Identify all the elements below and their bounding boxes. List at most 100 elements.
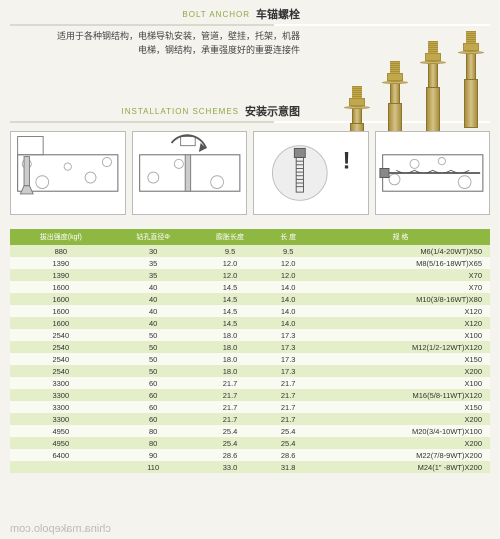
table-cell: X200 xyxy=(311,413,490,425)
table-cell: 1600 xyxy=(10,281,112,293)
table-row: 25405018.017.3X100 xyxy=(10,329,490,341)
table-cell: 1600 xyxy=(10,293,112,305)
table-cell: 2540 xyxy=(10,365,112,377)
bolt-thread-icon xyxy=(466,31,476,43)
table-cell: 21.7 xyxy=(195,377,266,389)
table-cell: X70 xyxy=(311,269,490,281)
bolt-shaft-icon xyxy=(428,64,438,87)
table-body: 880309.59.5M6(1/4-20WT)X5013903512.012.0… xyxy=(10,245,490,473)
table-cell: M10(3/8-16WT)X80 xyxy=(311,293,490,305)
table-cell: X150 xyxy=(311,401,490,413)
table-cell: 21.7 xyxy=(195,389,266,401)
bolt-thread-icon xyxy=(390,61,400,73)
table-cell: 9.5 xyxy=(265,245,311,257)
table-cell: 40 xyxy=(112,281,195,293)
table-cell: 31.8 xyxy=(265,461,311,473)
table-cell: 25.4 xyxy=(265,425,311,437)
table-cell xyxy=(10,461,112,473)
diagram-3: ! xyxy=(253,131,369,215)
table-row: 25405018.017.3X200 xyxy=(10,365,490,377)
table-cell: 80 xyxy=(112,437,195,449)
desc-line1: 适用于各种钢结构，电梯导轨安装，管道，壁挂，托架，机器 xyxy=(10,30,300,44)
table-cell: 4950 xyxy=(10,437,112,449)
bolt-sleeve-icon xyxy=(426,87,440,133)
table-cell: 40 xyxy=(112,305,195,317)
table-cell: 17.3 xyxy=(265,329,311,341)
table-cell: 1390 xyxy=(10,257,112,269)
table-cell: 17.3 xyxy=(265,353,311,365)
table-cell: M16(5/8-11WT)X120 xyxy=(311,389,490,401)
table-cell: 21.7 xyxy=(195,413,266,425)
table-cell: 3300 xyxy=(10,389,112,401)
bolt-thread-icon xyxy=(352,86,362,98)
table-cell: 110 xyxy=(112,461,195,473)
table-cell: X120 xyxy=(311,317,490,329)
table-cell: 14.0 xyxy=(265,317,311,329)
table-cell: 25.4 xyxy=(195,437,266,449)
table-header-cell: 长 度 xyxy=(265,229,311,245)
table-cell: X70 xyxy=(311,281,490,293)
table-cell: 14.5 xyxy=(195,293,266,305)
table-cell: 50 xyxy=(112,353,195,365)
bolt-nut-icon xyxy=(349,98,365,106)
table-cell: 80 xyxy=(112,425,195,437)
diagram-2 xyxy=(132,131,248,215)
table-cell: 35 xyxy=(112,257,195,269)
table-cell: 33.0 xyxy=(195,461,266,473)
table-cell: 9.5 xyxy=(195,245,266,257)
table-cell: 12.0 xyxy=(265,269,311,281)
bolt-nut-icon xyxy=(463,43,479,51)
table-cell: 21.7 xyxy=(265,377,311,389)
bolt-sleeve-icon xyxy=(464,79,478,128)
table-cell: 14.5 xyxy=(195,305,266,317)
table-cell: 12.0 xyxy=(195,269,266,281)
table-row: 16004014.514.0X120 xyxy=(10,305,490,317)
table-row: 16004014.514.0M10(3/8-16WT)X80 xyxy=(10,293,490,305)
table-cell: 30 xyxy=(112,245,195,257)
table-cell: 60 xyxy=(112,389,195,401)
table-cell: X120 xyxy=(311,305,490,317)
diagram-4 xyxy=(375,131,491,215)
table-cell: 18.0 xyxy=(195,353,266,365)
table-row: 33006021.721.7X100 xyxy=(10,377,490,389)
table-cell: 60 xyxy=(112,401,195,413)
section1-en-label: BOLT ANCHOR xyxy=(182,10,250,19)
table-cell: 14.0 xyxy=(265,293,311,305)
table-cell: 3300 xyxy=(10,377,112,389)
table-row: 33006021.721.7X150 xyxy=(10,401,490,413)
diagram-1 xyxy=(10,131,126,215)
table-header-cell: 钻孔直径Φ xyxy=(112,229,195,245)
table-row: 16004014.514.0X120 xyxy=(10,317,490,329)
table-cell: X100 xyxy=(311,377,490,389)
table-cell: 14.0 xyxy=(265,281,311,293)
table-cell: 1600 xyxy=(10,317,112,329)
section1-cn-label: 车锚螺栓 xyxy=(256,6,300,22)
table-cell: M6(1/4-20WT)X50 xyxy=(311,245,490,257)
table-cell: 880 xyxy=(10,245,112,257)
table-cell: M12(1/2-12WT)X120 xyxy=(311,341,490,353)
product-sheet: BOLT ANCHOR 车锚螺栓 适用于各种钢结构，电梯导轨安装，管道，壁挂，托… xyxy=(0,0,500,539)
bolt-shaft-icon xyxy=(352,109,362,123)
table-cell: 60 xyxy=(112,413,195,425)
table-cell: 21.7 xyxy=(265,389,311,401)
table-cell: 1600 xyxy=(10,305,112,317)
table-row: 13903512.012.0X70 xyxy=(10,269,490,281)
table-cell: X200 xyxy=(311,365,490,377)
table-cell: 50 xyxy=(112,365,195,377)
table-cell: 1390 xyxy=(10,269,112,281)
table-cell: 3300 xyxy=(10,401,112,413)
bolt-shaft-icon xyxy=(390,84,400,103)
table-cell: 25.4 xyxy=(195,425,266,437)
table-cell: M20(3/4-10WT)X100 xyxy=(311,425,490,437)
table-row: 880309.59.5M6(1/4-20WT)X50 xyxy=(10,245,490,257)
table-header-cell: 膨胀长度 xyxy=(195,229,266,245)
table-row: 33006021.721.7X200 xyxy=(10,413,490,425)
desc-line2: 电梯，钢结构，承重强度好的重要连接件 xyxy=(10,44,300,58)
table-cell: 28.6 xyxy=(195,449,266,461)
table-cell: 2540 xyxy=(10,341,112,353)
table-cell: 2540 xyxy=(10,329,112,341)
table-header-cell: 规 格 xyxy=(311,229,490,245)
table-cell: 12.0 xyxy=(195,257,266,269)
bolt-nut-icon xyxy=(387,73,403,81)
spec-table: 拔出强度(kgf)钻孔直径Φ膨胀长度长 度规 格 880309.59.5M6(1… xyxy=(10,229,490,473)
